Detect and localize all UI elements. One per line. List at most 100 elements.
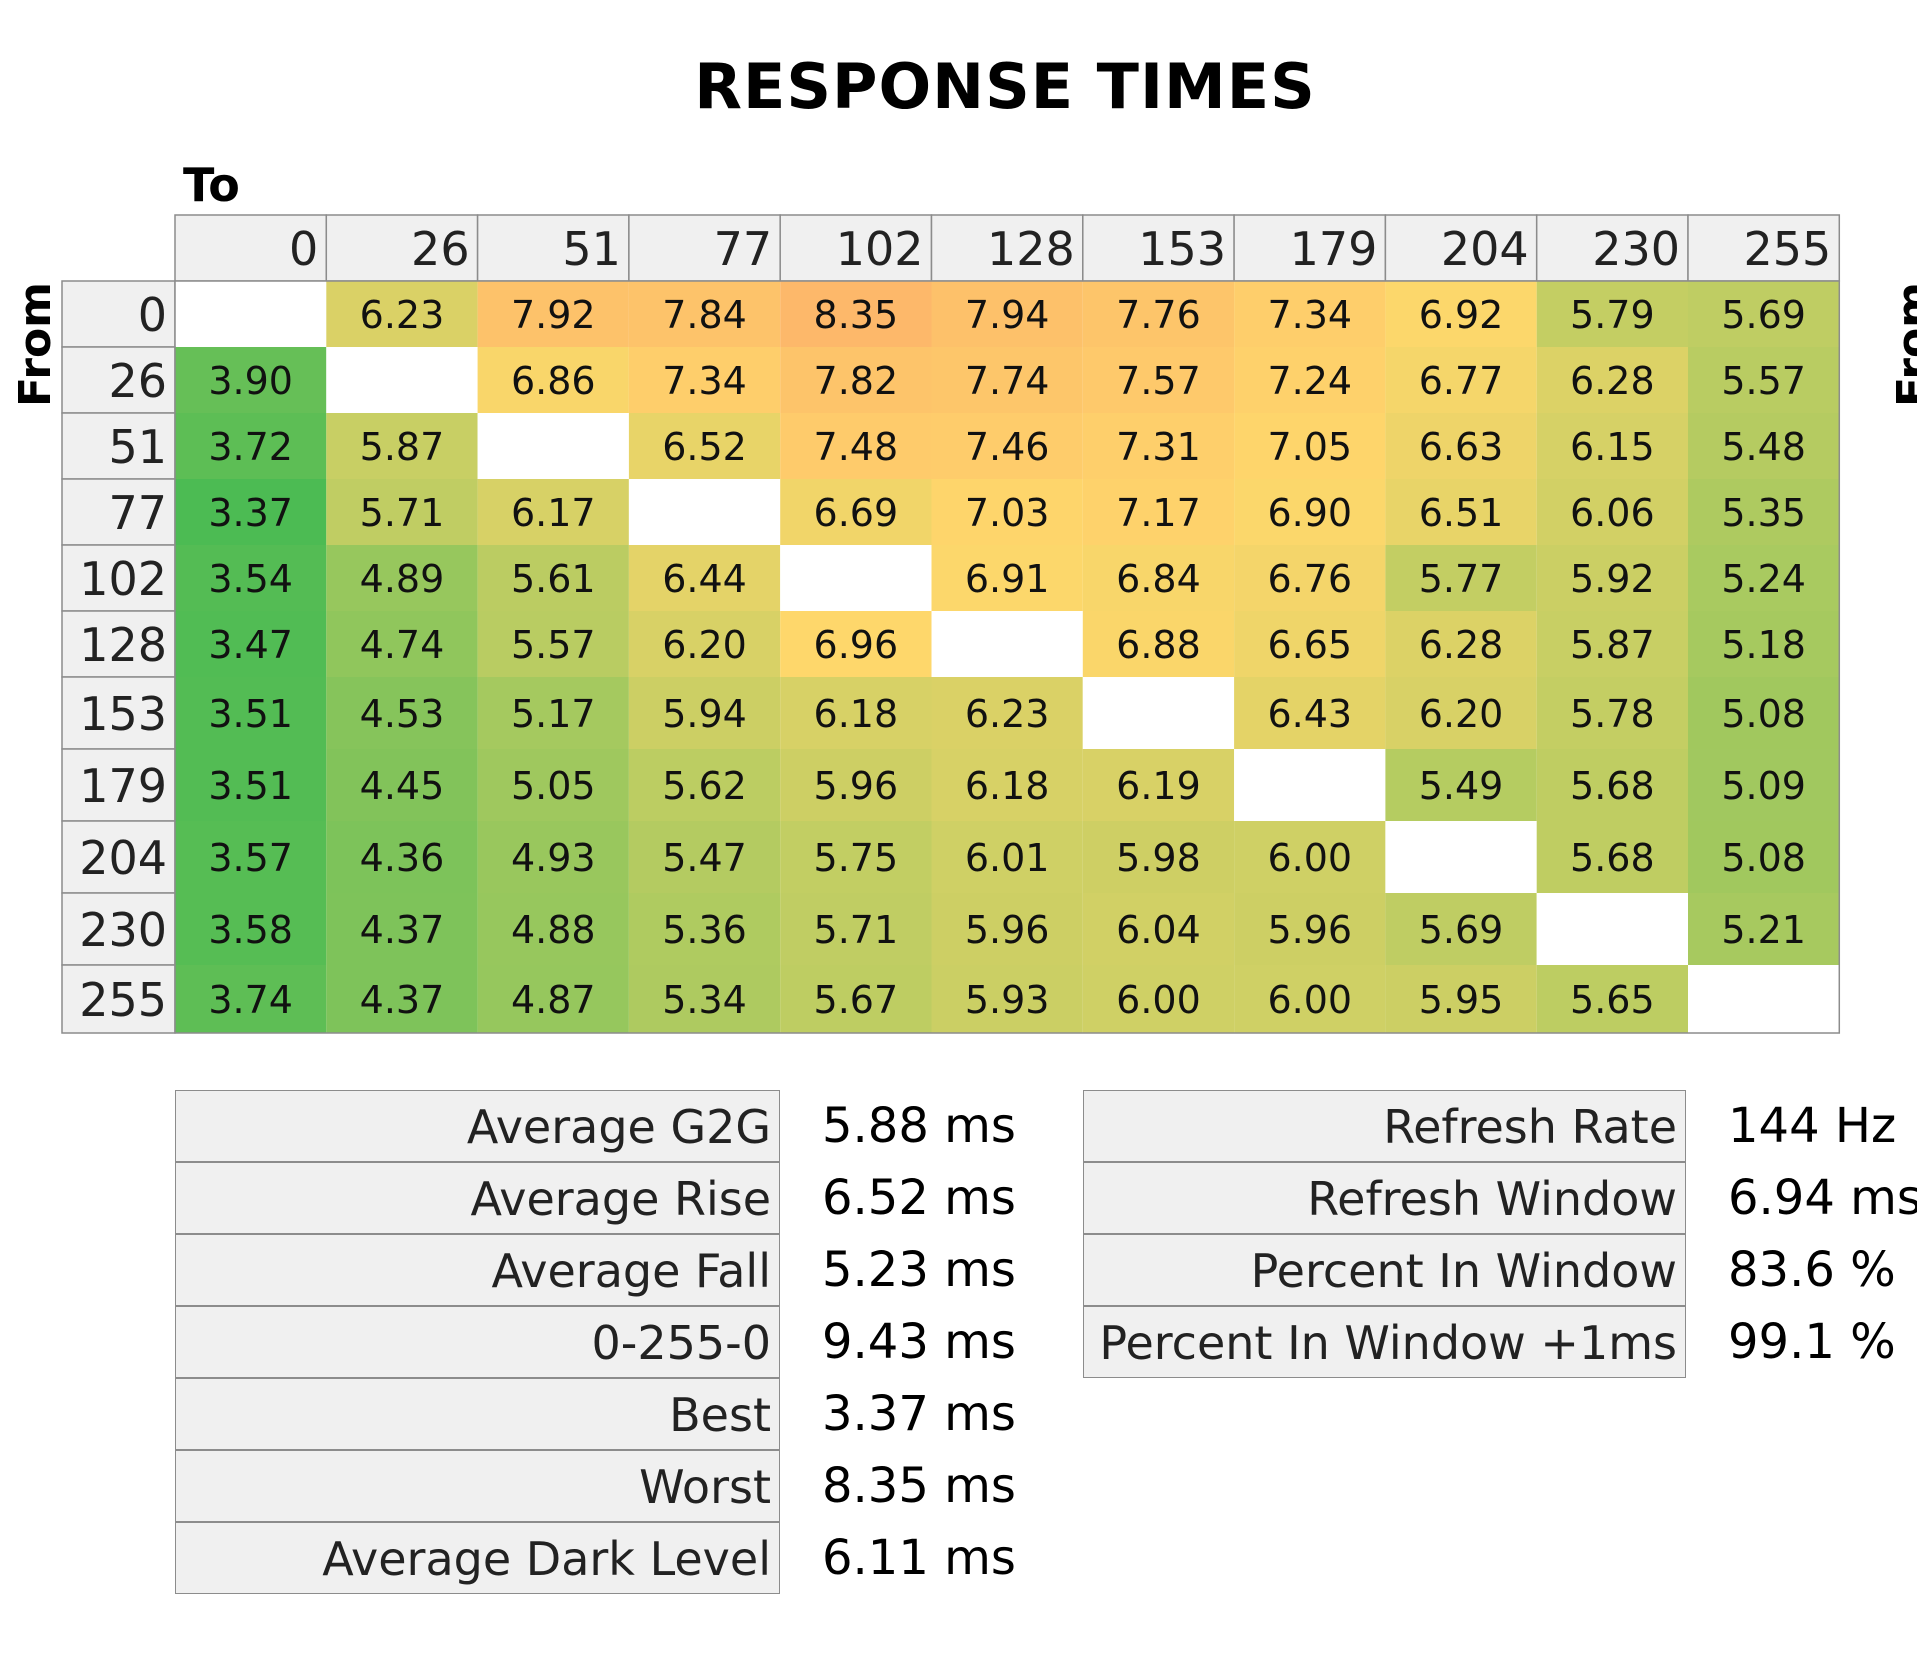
heatmap-cell (1082, 749, 1235, 821)
cell-value-label: 7.34 (1267, 293, 1352, 337)
cell-value-label: 5.77 (1419, 557, 1504, 601)
heatmap-cell (326, 677, 478, 749)
heatmap-cell (780, 749, 932, 821)
stat-left-value: 6.11 ms (822, 1530, 1016, 1586)
row-header-label: 153 (79, 687, 167, 741)
heatmap-cell (628, 677, 781, 749)
cell-value-label: 6.04 (1116, 908, 1201, 952)
heatmap-cell (1082, 347, 1235, 413)
cell-value-label: 6.06 (1570, 491, 1655, 535)
stat-right-label: Refresh Rate (1083, 1090, 1686, 1162)
heatmap-cell (780, 821, 932, 893)
heatmap-cell (1688, 611, 1840, 677)
heatmap-cell (1234, 545, 1386, 611)
heatmap-cell (1082, 893, 1235, 965)
cell-value-label: 5.93 (965, 978, 1050, 1022)
row-header-cell (61, 610, 176, 678)
stat-right-label: Percent In Window +1ms (1083, 1306, 1686, 1378)
heatmap-cell (477, 749, 629, 821)
row-header-cell (61, 280, 176, 348)
cell-value-label: 6.00 (1267, 836, 1352, 880)
cell-value-label: 4.37 (360, 908, 445, 952)
cell-value-label: 6.76 (1267, 557, 1352, 601)
heatmap-cell (326, 611, 478, 677)
column-header-label: 230 (1592, 222, 1680, 276)
cell-value-label: 5.68 (1570, 836, 1655, 880)
cell-value-label: 6.84 (1116, 557, 1201, 601)
heatmap-cell (1385, 479, 1537, 545)
heatmap-cell (477, 893, 629, 965)
heatmap-cell (1688, 545, 1840, 611)
cell-value-label: 5.94 (662, 692, 747, 736)
heatmap-cell (931, 821, 1083, 893)
heatmap-cell (1234, 281, 1386, 347)
cell-value-label: 5.35 (1721, 491, 1806, 535)
stat-left-label: Best (175, 1378, 780, 1450)
row-header-label: 230 (79, 903, 167, 957)
heatmap-cell (780, 611, 932, 677)
cell-value-label: 6.28 (1570, 359, 1655, 403)
heatmap-cell (1536, 281, 1688, 347)
heatmap-cell (931, 749, 1083, 821)
column-header-label: 204 (1441, 222, 1529, 276)
cell-value-label: 5.17 (511, 692, 596, 736)
heatmap-cell (1688, 677, 1840, 749)
row-header-cell (61, 748, 176, 822)
stat-right-value: 144 Hz (1728, 1098, 1897, 1154)
heatmap-cell (477, 677, 629, 749)
cell-value-label: 5.47 (662, 836, 747, 880)
heatmap-cell (931, 677, 1083, 749)
cell-value-label: 6.23 (965, 692, 1050, 736)
cell-value-label: 4.45 (360, 764, 445, 808)
cell-value-label: 6.77 (1419, 359, 1504, 403)
heatmap-cell (1385, 965, 1537, 1033)
heatmap-cell (326, 347, 478, 413)
heatmap-cell (1234, 749, 1386, 821)
stat-right-value: 99.1 % (1728, 1314, 1896, 1370)
heatmap-cell (175, 545, 327, 611)
heatmap-cell (1536, 821, 1688, 893)
cell-value-label: 4.36 (360, 836, 445, 880)
stat-left-value: 8.35 ms (822, 1458, 1016, 1514)
heatmap-cell (1234, 677, 1386, 749)
heatmap-cell (326, 281, 478, 347)
heatmap-cell (326, 413, 478, 479)
cell-value-label: 6.92 (1419, 293, 1504, 337)
heatmap-cell (1536, 413, 1688, 479)
heatmap-cell (780, 413, 932, 479)
heatmap-cell (326, 479, 478, 545)
column-header-label: 77 (714, 222, 773, 276)
heatmap-cell (1536, 545, 1688, 611)
cell-value-label: 5.87 (1570, 623, 1655, 667)
heatmap-cell (1234, 611, 1386, 677)
column-header-label: 179 (1290, 222, 1378, 276)
heatmap-cell (1688, 893, 1840, 965)
cell-value-label: 4.89 (360, 557, 445, 601)
heatmap-cell (628, 413, 781, 479)
cell-value-label: 6.00 (1116, 978, 1201, 1022)
heatmap-cell (477, 413, 629, 479)
cell-value-label: 5.71 (360, 491, 445, 535)
cell-value-label: 7.31 (1116, 425, 1201, 469)
heatmap-cell (1688, 413, 1840, 479)
heatmap-cell (931, 479, 1083, 545)
cell-value-label: 7.17 (1116, 491, 1201, 535)
heatmap-cell (931, 545, 1083, 611)
heatmap-cell (1536, 611, 1688, 677)
column-header-label: 102 (836, 222, 924, 276)
heatmap-cell (477, 611, 629, 677)
cell-value-label: 7.76 (1116, 293, 1201, 337)
column-header-label: 0 (289, 222, 318, 276)
heatmap-cell (1234, 347, 1386, 413)
cell-value-label: 6.19 (1116, 764, 1201, 808)
stat-left-value: 5.88 ms (822, 1098, 1016, 1154)
heatmap-cell (1082, 821, 1235, 893)
column-header-cell (1233, 214, 1387, 282)
cell-value-label: 5.08 (1721, 692, 1806, 736)
cell-value-label: 6.69 (814, 491, 899, 535)
stat-right-label: Refresh Window (1083, 1162, 1686, 1234)
heatmap-cell (1385, 611, 1537, 677)
heatmap-cell (175, 749, 327, 821)
cell-value-label: 6.65 (1267, 623, 1352, 667)
row-header-label: 204 (79, 831, 167, 885)
